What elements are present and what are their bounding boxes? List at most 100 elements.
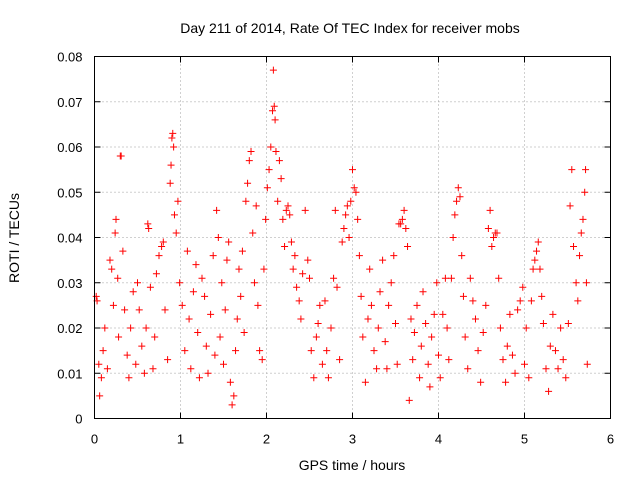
data-point [146,283,154,291]
data-point [123,351,131,359]
data-point [479,329,487,337]
data-point [307,347,315,355]
data-point [225,238,233,246]
data-point [287,238,295,246]
data-point [521,360,528,368]
data-point [242,197,250,205]
data-point [582,166,590,174]
data-point [233,315,241,323]
data-point [114,274,122,282]
data-point [299,270,307,278]
data-point [238,247,246,255]
data-point [582,279,590,287]
data-point [281,243,289,251]
data-point [413,301,421,309]
data-point [410,329,418,337]
data-point [119,247,127,255]
y-tick-label: 0 [75,412,82,427]
data-point [291,252,299,260]
data-point [115,333,123,341]
data-point [183,247,191,255]
data-point [237,292,245,300]
data-point [443,324,451,332]
data-point [583,360,591,368]
data-point [282,206,290,214]
data-point [562,374,570,382]
data-point [499,356,507,364]
data-point [304,256,312,264]
data-point [265,166,273,174]
data-point [514,306,522,314]
data-point [574,297,582,305]
data-point [272,148,280,156]
data-point [125,374,133,382]
y-tick-label: 0.07 [57,95,82,110]
x-tick-labels: 0 1 2 3 4 5 6 [91,432,614,447]
data-point [347,197,355,205]
y-tick-labels: 0 0.01 0.02 0.03 0.04 0.05 0.06 0.07 0.08 [57,50,82,427]
data-point [232,347,240,355]
data-point [145,224,153,232]
data-point [96,392,104,400]
data-point [166,179,174,187]
data-point [449,234,457,241]
data-point [274,197,282,205]
data-point [469,297,477,305]
data-point [549,310,557,318]
data-point [536,265,544,273]
data-point [167,161,175,169]
data-point [178,301,186,309]
data-point [99,347,107,355]
data-point [441,274,449,282]
data-point [333,283,341,291]
data-point [121,306,129,314]
data-point [435,351,442,359]
data-point [310,374,318,382]
data-point [187,365,195,373]
data-point [576,252,584,260]
data-point [373,365,381,373]
data-point [127,324,135,332]
y-tick-label: 0.06 [57,140,82,155]
data-point [419,288,427,296]
data-point [577,229,585,237]
data-point [140,369,148,377]
data-point [106,256,114,264]
data-point [466,274,474,282]
data-point [213,206,221,214]
data-point [361,378,369,386]
data-point [554,365,562,373]
data-point [404,243,412,251]
data-point [252,202,260,210]
x-tick-label: 4 [435,432,442,447]
data-point [267,143,275,151]
data-point [324,374,332,382]
data-point [209,252,217,260]
y-axis-label: ROTI / TECUs [6,193,22,283]
data-point [189,288,197,296]
data-point [519,283,527,291]
data-point [451,211,459,219]
data-point [108,265,116,273]
data-point [195,374,203,382]
data-point [97,374,105,382]
data-point [525,374,533,382]
data-point [490,234,498,241]
chart-title: Day 211 of 2014, Rate Of TEC Index for r… [180,20,520,36]
data-point [439,310,447,318]
data-point [456,193,464,201]
y-tick-label: 0.05 [57,185,82,200]
y-tick-label: 0.02 [57,321,82,336]
x-tick-label: 5 [521,432,528,447]
data-point [142,324,150,332]
data-point [286,211,294,219]
data-point [185,315,193,323]
data-point [529,265,537,273]
data-point [345,234,353,241]
data-point [135,306,143,314]
data-point [496,324,504,332]
data-point [149,365,157,373]
data-point [503,342,511,350]
data-point [235,265,243,273]
data-point [244,179,252,187]
